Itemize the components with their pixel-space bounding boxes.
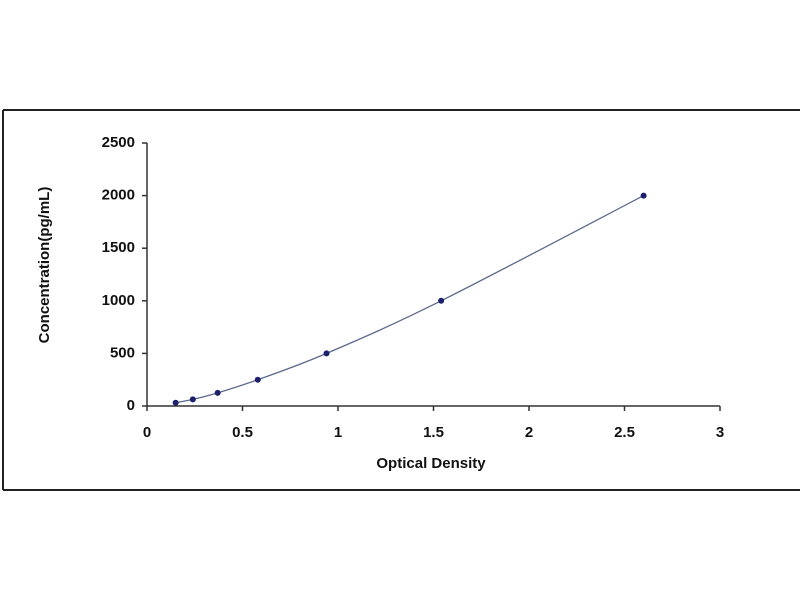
frame [2, 109, 800, 491]
x-tick-label: 1 [334, 424, 342, 441]
point [254, 376, 261, 383]
fit-line [175, 195, 644, 404]
y-tick-label: 2500 [102, 134, 135, 151]
y-tick-label: 500 [110, 344, 135, 361]
point [438, 297, 445, 304]
x-tick-label: 3 [716, 424, 724, 441]
point [172, 399, 179, 406]
y-axis-title: Concentration(pg/mL) [36, 187, 53, 344]
x-tick-label: 0 [143, 424, 151, 441]
point [640, 192, 647, 199]
x-axis-title: Optical Density [376, 455, 486, 472]
y-tick-label: 1000 [102, 292, 135, 309]
y-tick-label: 1500 [102, 239, 135, 256]
x-tick-label: 0.5 [232, 424, 253, 441]
point [214, 389, 221, 396]
x-tick-label: 2 [525, 424, 533, 441]
x-tick-label: 2.5 [614, 424, 635, 441]
y-tick-label: 0 [127, 397, 135, 414]
point [189, 396, 196, 403]
y-tick-label: 2000 [102, 187, 135, 204]
point [323, 350, 330, 357]
x-tick-label: 1.5 [423, 424, 444, 441]
